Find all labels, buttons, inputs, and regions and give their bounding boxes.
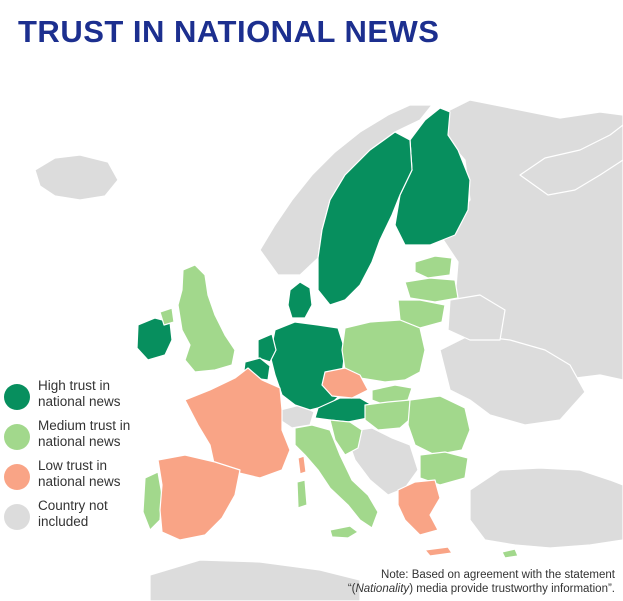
italy-region: [294, 424, 379, 529]
finland-region: [394, 107, 471, 246]
denmark-region: [287, 281, 313, 319]
ukraine-region: [439, 334, 586, 426]
czechia-region: [321, 367, 369, 399]
netherlands-region: [257, 333, 277, 363]
turkey-region: [469, 467, 623, 549]
footnote-line-2: “(Nationality) media provide trustworthy…: [348, 582, 615, 596]
cyprus-region: [501, 548, 519, 559]
france-region: [184, 367, 291, 479]
portugal-region: [142, 471, 163, 531]
balkans-region: [344, 427, 419, 496]
crete-region: [424, 546, 453, 557]
legend-swatch-high: [4, 384, 30, 410]
legend-label-low: Low trust in national news: [38, 458, 121, 489]
map-title: TRUST IN NATIONAL NEWS: [18, 14, 440, 49]
legend-swatch-excluded: [4, 504, 30, 530]
russia-north-strip: [519, 124, 623, 196]
footnote: Note: Based on agreement with the statem…: [348, 568, 615, 596]
romania-region: [407, 395, 471, 456]
legend-item-high: High trust in national news: [4, 378, 164, 418]
russia-region: [429, 99, 623, 381]
footnote-quote-open: “(: [347, 583, 356, 595]
north-africa-region: [149, 559, 361, 601]
legend-item-low: Low trust in national news: [4, 458, 164, 498]
footnote-quote-rest: ) media provide trustworthy information”…: [409, 583, 615, 595]
footnote-nationality: Nationality: [355, 583, 410, 595]
spain-region: [157, 454, 241, 541]
legend-label-high: High trust in national news: [38, 378, 121, 409]
bulgaria-region: [419, 451, 469, 486]
ireland-region: [136, 317, 173, 361]
estonia-region: [414, 255, 453, 279]
sardinia-region: [296, 479, 308, 509]
belarus-region: [447, 294, 506, 341]
sweden-region: [317, 131, 413, 306]
sicily-region: [329, 525, 359, 539]
legend-item-excluded: Country not included: [4, 498, 164, 538]
legend-label-excluded: Country not included: [38, 498, 108, 529]
legend-swatch-low: [4, 464, 30, 490]
hungary-region: [364, 399, 416, 431]
footnote-line-1: Note: Based on agreement with the statem…: [381, 569, 615, 581]
corsica-region: [297, 455, 307, 475]
legend: High trust in national news Medium trust…: [4, 378, 164, 538]
legend-item-medium: Medium trust in national news: [4, 418, 164, 458]
iceland-region: [34, 154, 119, 201]
legend-swatch-medium: [4, 424, 30, 450]
uk-region: [177, 264, 236, 373]
legend-label-medium: Medium trust in national news: [38, 418, 131, 449]
n-ireland-region: [159, 307, 175, 326]
latvia-region: [404, 277, 459, 303]
greece-region: [397, 479, 441, 536]
slovenia-croatia-region: [329, 419, 363, 456]
poland-region: [341, 319, 426, 383]
